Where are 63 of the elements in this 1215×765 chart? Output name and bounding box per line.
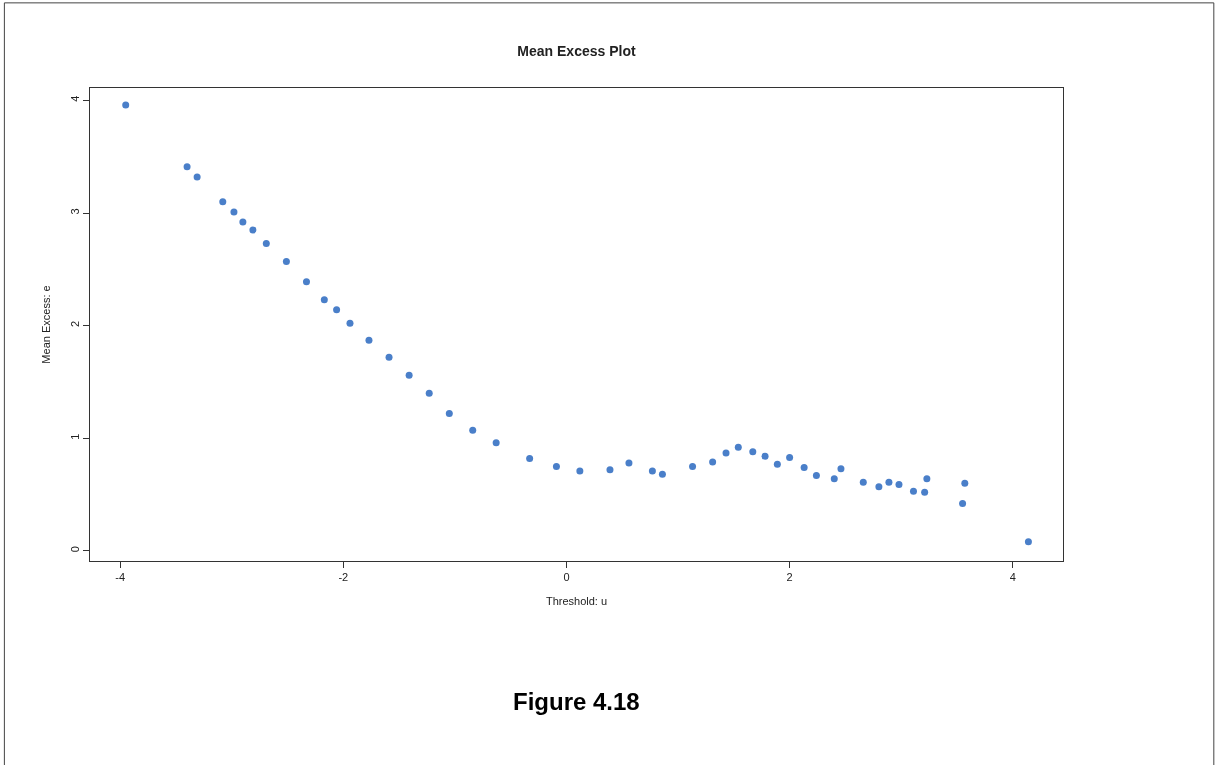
point — [302, 278, 310, 286]
x-tick-label: -4 — [115, 571, 126, 584]
point — [219, 198, 227, 206]
x-tick-label: 4 — [1009, 571, 1016, 584]
point — [249, 226, 257, 234]
point — [239, 218, 247, 226]
point — [749, 448, 757, 456]
point — [648, 467, 656, 475]
point — [230, 208, 238, 216]
point — [405, 371, 413, 379]
point — [365, 336, 373, 344]
point — [1024, 538, 1032, 546]
point — [262, 239, 270, 247]
point — [445, 409, 453, 417]
x-tick-label: 0 — [563, 571, 570, 584]
y-tick-label: 1 — [68, 433, 81, 440]
point — [625, 459, 633, 467]
point — [193, 173, 201, 181]
point — [961, 479, 969, 487]
point — [895, 480, 903, 488]
y-axis-title: Mean Excess: e — [40, 285, 53, 364]
point — [830, 475, 838, 483]
point — [576, 467, 584, 475]
point — [122, 101, 130, 109]
y-tick-label: 3 — [68, 208, 81, 215]
point — [282, 257, 290, 265]
point — [885, 478, 893, 486]
point — [959, 500, 967, 508]
y-tick-label: 4 — [68, 95, 81, 102]
point — [786, 453, 794, 461]
x-tick-label: -2 — [338, 571, 349, 584]
point — [812, 471, 820, 479]
point — [859, 478, 867, 486]
point — [183, 163, 191, 171]
point — [333, 306, 341, 314]
point — [385, 353, 393, 361]
point — [875, 483, 883, 491]
point — [469, 426, 477, 434]
point — [658, 470, 666, 478]
x-tick-label: 2 — [786, 571, 793, 584]
point — [722, 449, 730, 457]
y-tick-label: 2 — [68, 320, 81, 328]
point — [773, 460, 781, 468]
point — [346, 319, 354, 327]
x-axis-title: Threshold: u — [545, 595, 608, 608]
point — [689, 462, 697, 470]
caption: Figure 4.18 — [513, 688, 640, 715]
chart-title: Mean Excess Plot — [517, 42, 636, 59]
point — [837, 465, 845, 473]
point — [709, 458, 717, 466]
point — [909, 487, 917, 495]
y-tick-label: 0 — [68, 546, 81, 553]
point — [552, 462, 560, 470]
point — [923, 475, 931, 483]
point — [320, 296, 328, 304]
point — [606, 466, 614, 474]
point — [921, 488, 929, 496]
point — [526, 455, 534, 463]
point — [734, 443, 742, 451]
point — [800, 464, 808, 472]
point — [425, 389, 433, 397]
point — [492, 439, 500, 447]
point — [761, 452, 769, 460]
